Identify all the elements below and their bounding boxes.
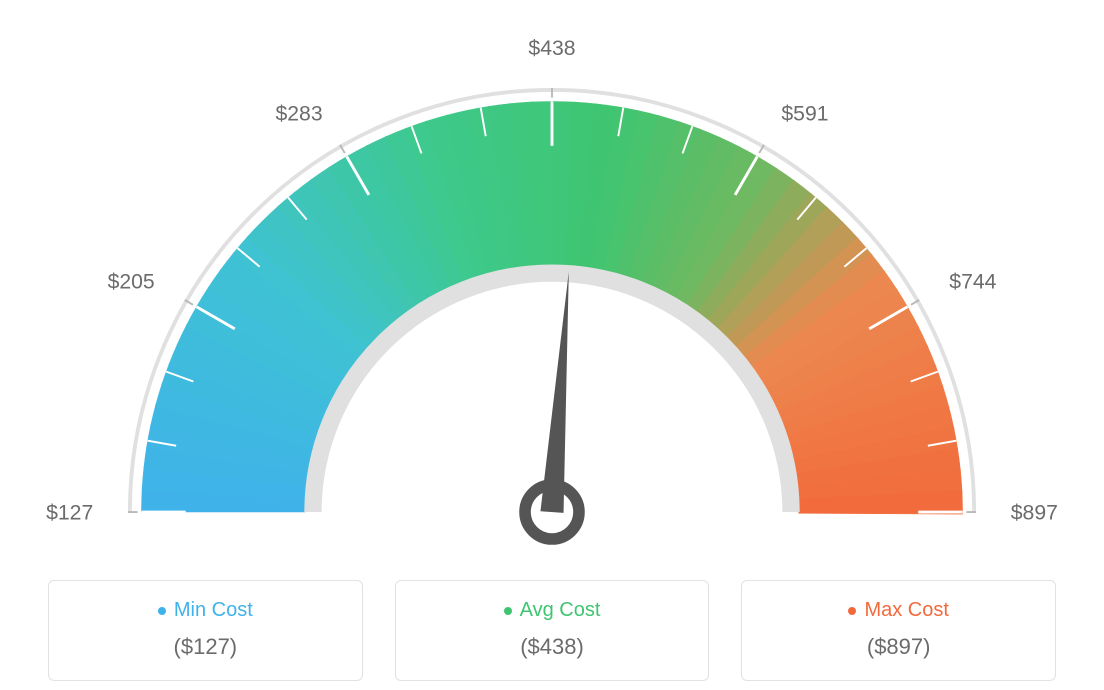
gauge-tick-label: $591: [781, 103, 828, 126]
gauge-needle: [540, 272, 568, 513]
gauge-chart: $127 $205 $283 $438 $591 $744 $897: [20, 20, 1084, 580]
legend-card-min: Min Cost ($127): [48, 580, 363, 681]
legend-value-avg: ($438): [408, 634, 697, 660]
gauge-tick-label: $897: [1011, 502, 1058, 525]
legend-dot-avg: [504, 607, 512, 615]
legend-label-avg: Avg Cost: [520, 599, 601, 622]
gauge-tick-label: $205: [108, 270, 155, 293]
legend-value-max: ($897): [754, 634, 1043, 660]
legend-title-min: Min Cost: [158, 599, 253, 622]
legend-label-min: Min Cost: [174, 599, 253, 622]
legend-value-min: ($127): [61, 634, 350, 660]
legend-dot-min: [158, 607, 166, 615]
legend-row: Min Cost ($127) Avg Cost ($438) Max Cost…: [20, 580, 1084, 681]
gauge-tick-label: $283: [275, 103, 322, 126]
legend-label-max: Max Cost: [864, 599, 948, 622]
legend-card-max: Max Cost ($897): [741, 580, 1056, 681]
gauge-tick-label: $438: [528, 37, 575, 60]
gauge-svg: $127 $205 $283 $438 $591 $744 $897: [20, 20, 1084, 580]
legend-title-max: Max Cost: [848, 599, 948, 622]
gauge-tick-label: $127: [46, 502, 93, 525]
legend-card-avg: Avg Cost ($438): [395, 580, 710, 681]
legend-title-avg: Avg Cost: [504, 599, 601, 622]
legend-dot-max: [848, 607, 856, 615]
gauge-tick-label: $744: [949, 270, 996, 293]
